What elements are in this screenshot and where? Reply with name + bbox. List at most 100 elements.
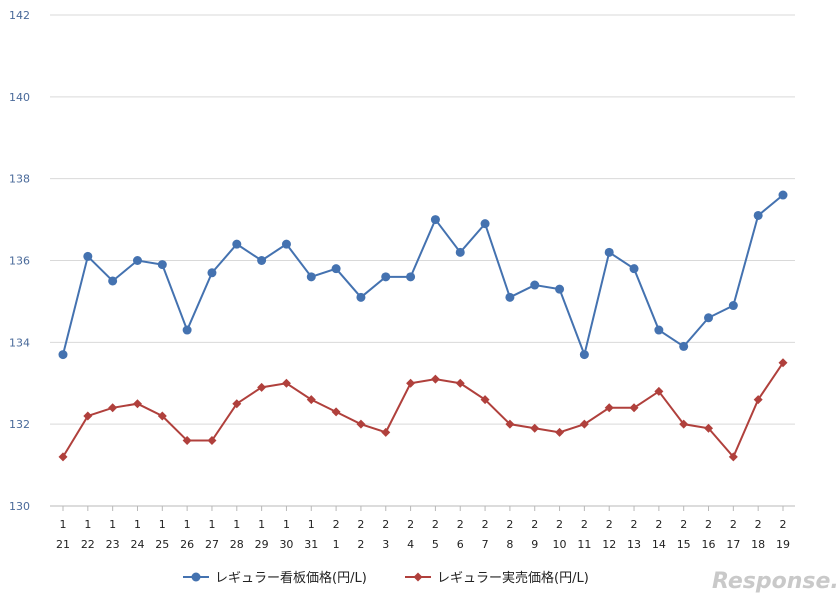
x-tick-label-month: 1 — [308, 518, 315, 531]
data-point-2 — [728, 452, 738, 462]
data-point-1 — [58, 350, 68, 360]
legend-label-2: レギュラー実売価格(円/L) — [437, 570, 589, 586]
x-tick-label-month: 2 — [581, 518, 588, 531]
x-tick-label-day: 13 — [627, 538, 641, 551]
x-tick-label-month: 2 — [432, 518, 439, 531]
x-tick-label-day: 28 — [230, 538, 244, 551]
x-tick-label-day: 22 — [81, 538, 95, 551]
x-tick-label-month: 2 — [556, 518, 563, 531]
data-point-2 — [654, 386, 664, 396]
data-point-1 — [306, 272, 316, 282]
x-tick-label-month: 1 — [208, 518, 215, 531]
data-point-2 — [182, 436, 192, 446]
data-point-2 — [356, 419, 366, 429]
series-line-1 — [62, 194, 784, 358]
x-tick-label-day: 21 — [56, 538, 70, 551]
data-point-2 — [108, 403, 118, 413]
data-point-1 — [704, 313, 714, 323]
data-point-2 — [530, 423, 540, 433]
data-point-1 — [430, 215, 440, 225]
x-tick-label-day: 23 — [106, 538, 120, 551]
x-tick-label-day: 4 — [407, 538, 414, 551]
x-tick-label-day: 11 — [577, 538, 591, 551]
data-point-2 — [58, 452, 68, 462]
x-tick-label-day: 16 — [702, 538, 716, 551]
x-tick-label-day: 1 — [333, 538, 340, 551]
x-tick-label-month: 1 — [258, 518, 265, 531]
data-point-1 — [455, 247, 465, 257]
x-tick-label-month: 2 — [730, 518, 737, 531]
x-tick-label-day: 14 — [652, 538, 666, 551]
legend-marker-1 — [191, 572, 201, 582]
x-tick-label-day: 25 — [155, 538, 169, 551]
data-point-1 — [778, 190, 788, 200]
data-point-1 — [356, 292, 366, 302]
grid-lines — [50, 14, 795, 507]
x-tick-label-month: 1 — [159, 518, 166, 531]
x-tick-label-day: 31 — [304, 538, 318, 551]
data-point-1 — [257, 256, 267, 265]
x-tick-label-day: 6 — [457, 538, 464, 551]
x-tick-label-day: 18 — [751, 538, 765, 551]
legend-marker-2 — [413, 572, 423, 582]
data-point-2 — [207, 436, 217, 446]
x-tick-label-day: 24 — [130, 538, 144, 551]
x-tick-label-day: 17 — [726, 538, 740, 551]
x-tick-label-month: 2 — [482, 518, 489, 531]
data-point-1 — [232, 239, 242, 249]
data-point-1 — [281, 239, 291, 249]
x-tick-label-month: 2 — [531, 518, 538, 531]
data-point-2 — [778, 358, 788, 368]
x-tick-label-month: 2 — [407, 518, 414, 531]
data-point-2 — [157, 411, 167, 421]
data-point-1 — [182, 325, 192, 335]
data-point-2 — [505, 419, 515, 429]
x-tick-label-day: 19 — [776, 538, 790, 551]
legend: レギュラー看板価格(円/L) レギュラー実売価格(円/L) — [183, 570, 589, 586]
x-tick-label-day: 29 — [255, 538, 269, 551]
x-tick-label-day: 12 — [602, 538, 616, 551]
x-tick-label-day: 26 — [180, 538, 194, 551]
data-point-2 — [480, 395, 490, 405]
series-line-2 — [62, 362, 784, 459]
data-point-1 — [555, 284, 565, 294]
data-point-2 — [306, 395, 316, 405]
x-tick-label-month: 1 — [184, 518, 191, 531]
x-tick-label-day: 9 — [531, 538, 538, 551]
data-point-2 — [555, 427, 565, 437]
data-point-2 — [132, 399, 142, 409]
data-point-2 — [704, 423, 714, 433]
x-tick-label-day: 7 — [482, 538, 489, 551]
series-group — [58, 190, 788, 462]
data-point-2 — [257, 382, 267, 392]
x-tick-label-day: 10 — [553, 538, 567, 551]
watermark-logo: Response. — [712, 569, 838, 594]
x-tick-label-month: 1 — [109, 518, 116, 531]
y-tick-label: 136 — [9, 255, 30, 268]
y-tick-label: 140 — [9, 91, 30, 104]
data-point-1 — [83, 251, 93, 261]
data-point-1 — [679, 341, 689, 351]
x-tick-label-day: 15 — [677, 538, 691, 551]
x-tick-label-month: 1 — [134, 518, 141, 531]
data-point-1 — [753, 210, 763, 220]
x-tick-label-month: 1 — [283, 518, 290, 531]
x-tick-label-month: 2 — [382, 518, 389, 531]
x-tick-label-month: 2 — [631, 518, 638, 531]
y-tick-label: 138 — [9, 173, 30, 186]
data-point-1 — [629, 264, 639, 274]
data-point-2 — [679, 419, 689, 429]
data-point-1 — [530, 280, 540, 290]
x-tick-label-month: 2 — [655, 518, 662, 531]
x-tick-label-month: 1 — [84, 518, 91, 531]
x-axis: 1211221231241251261271281291301312122232… — [56, 506, 790, 551]
x-tick-label-day: 2 — [357, 538, 364, 551]
x-tick-label-day: 27 — [205, 538, 219, 551]
x-tick-label-day: 8 — [506, 538, 513, 551]
data-point-2 — [406, 378, 416, 388]
data-point-1 — [381, 272, 391, 282]
x-tick-label-month: 2 — [680, 518, 687, 531]
x-tick-label-day: 5 — [432, 538, 439, 551]
x-tick-label-month: 2 — [506, 518, 513, 531]
data-point-1 — [132, 256, 142, 265]
